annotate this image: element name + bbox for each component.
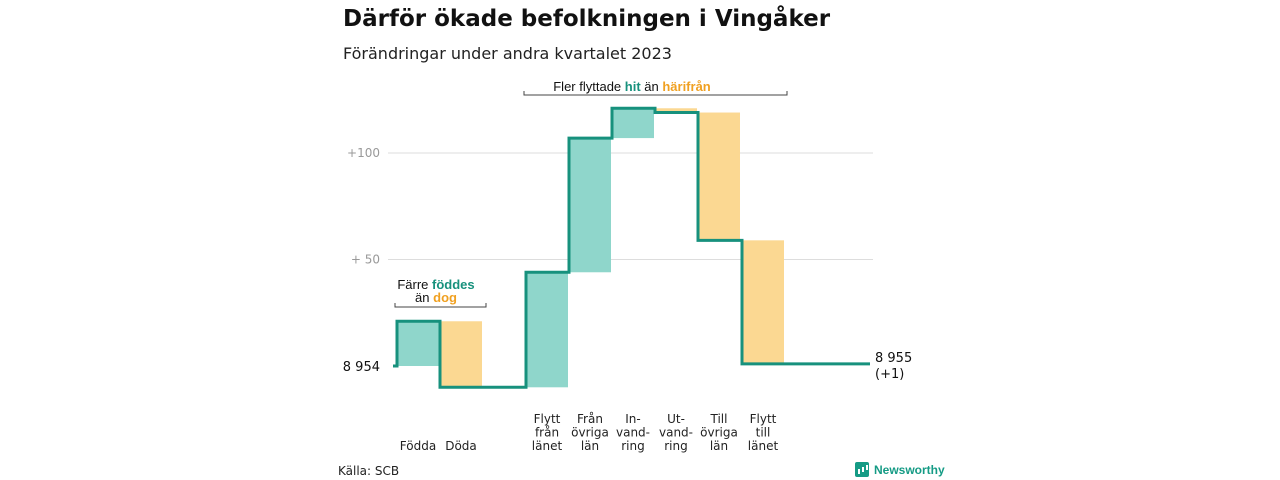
bar-flytt-till-länet bbox=[742, 240, 784, 364]
x-tick-label: ring bbox=[621, 439, 645, 453]
x-tick-label: län bbox=[581, 439, 599, 453]
bar-till-övriga-län bbox=[698, 112, 740, 241]
brand-logo[interactable]: Newsworthy bbox=[855, 462, 945, 477]
brand-name: Newsworthy bbox=[874, 462, 945, 477]
start-value-label: 8 954 bbox=[343, 360, 380, 375]
chart-title: Därför ökade befolkningen i Vingåker bbox=[343, 6, 831, 32]
x-tick-label: länet bbox=[532, 439, 563, 453]
x-tick-label: vand- bbox=[659, 426, 693, 440]
chart-subtitle: Förändringar under andra kvartalet 2023 bbox=[343, 44, 672, 63]
bar-utvandring bbox=[655, 108, 697, 113]
x-tick-label: från bbox=[535, 426, 559, 440]
bar-döda bbox=[440, 321, 482, 388]
x-tick-label: Födda bbox=[400, 439, 436, 453]
newsworthy-logo-icon bbox=[855, 462, 869, 477]
x-tick-label: Flytt bbox=[534, 412, 561, 426]
end-value-label: 8 955 bbox=[875, 351, 912, 366]
annotation-births-line2: än dog bbox=[415, 290, 457, 305]
x-tick-label: till bbox=[756, 426, 771, 440]
bar-flytt-från-länet bbox=[526, 272, 568, 388]
bar-invandring bbox=[612, 108, 654, 139]
annotation-births-bracket bbox=[394, 303, 487, 308]
annotation-migration: Fler flyttade hit än härifrån bbox=[553, 79, 711, 94]
y-tick-label: + 50 bbox=[351, 253, 380, 267]
x-tick-label: Döda bbox=[445, 439, 477, 453]
x-tick-label: Ut- bbox=[667, 412, 685, 426]
source-note: Källa: SCB bbox=[338, 464, 400, 478]
x-tick-label: länet bbox=[748, 439, 779, 453]
annotation-migration-bracket bbox=[523, 91, 788, 96]
bar-från-övriga-län bbox=[569, 138, 611, 273]
x-tick-label: ring bbox=[664, 439, 688, 453]
x-tick-label: Flytt bbox=[750, 412, 777, 426]
y-tick-label: +100 bbox=[347, 146, 380, 160]
x-tick-label: övriga bbox=[571, 426, 609, 440]
annotation-births-line1: Färre föddes bbox=[397, 277, 474, 292]
x-tick-label: In- bbox=[625, 412, 640, 426]
cumulative-line bbox=[393, 106, 870, 389]
bar-födda bbox=[397, 321, 439, 366]
x-tick-label: län bbox=[710, 439, 728, 453]
end-change-label: (+1) bbox=[875, 367, 904, 382]
x-tick-label: övriga bbox=[700, 426, 738, 440]
x-tick-label: vand- bbox=[616, 426, 650, 440]
x-tick-label: Från bbox=[577, 412, 603, 426]
x-tick-label: Till bbox=[710, 412, 728, 426]
